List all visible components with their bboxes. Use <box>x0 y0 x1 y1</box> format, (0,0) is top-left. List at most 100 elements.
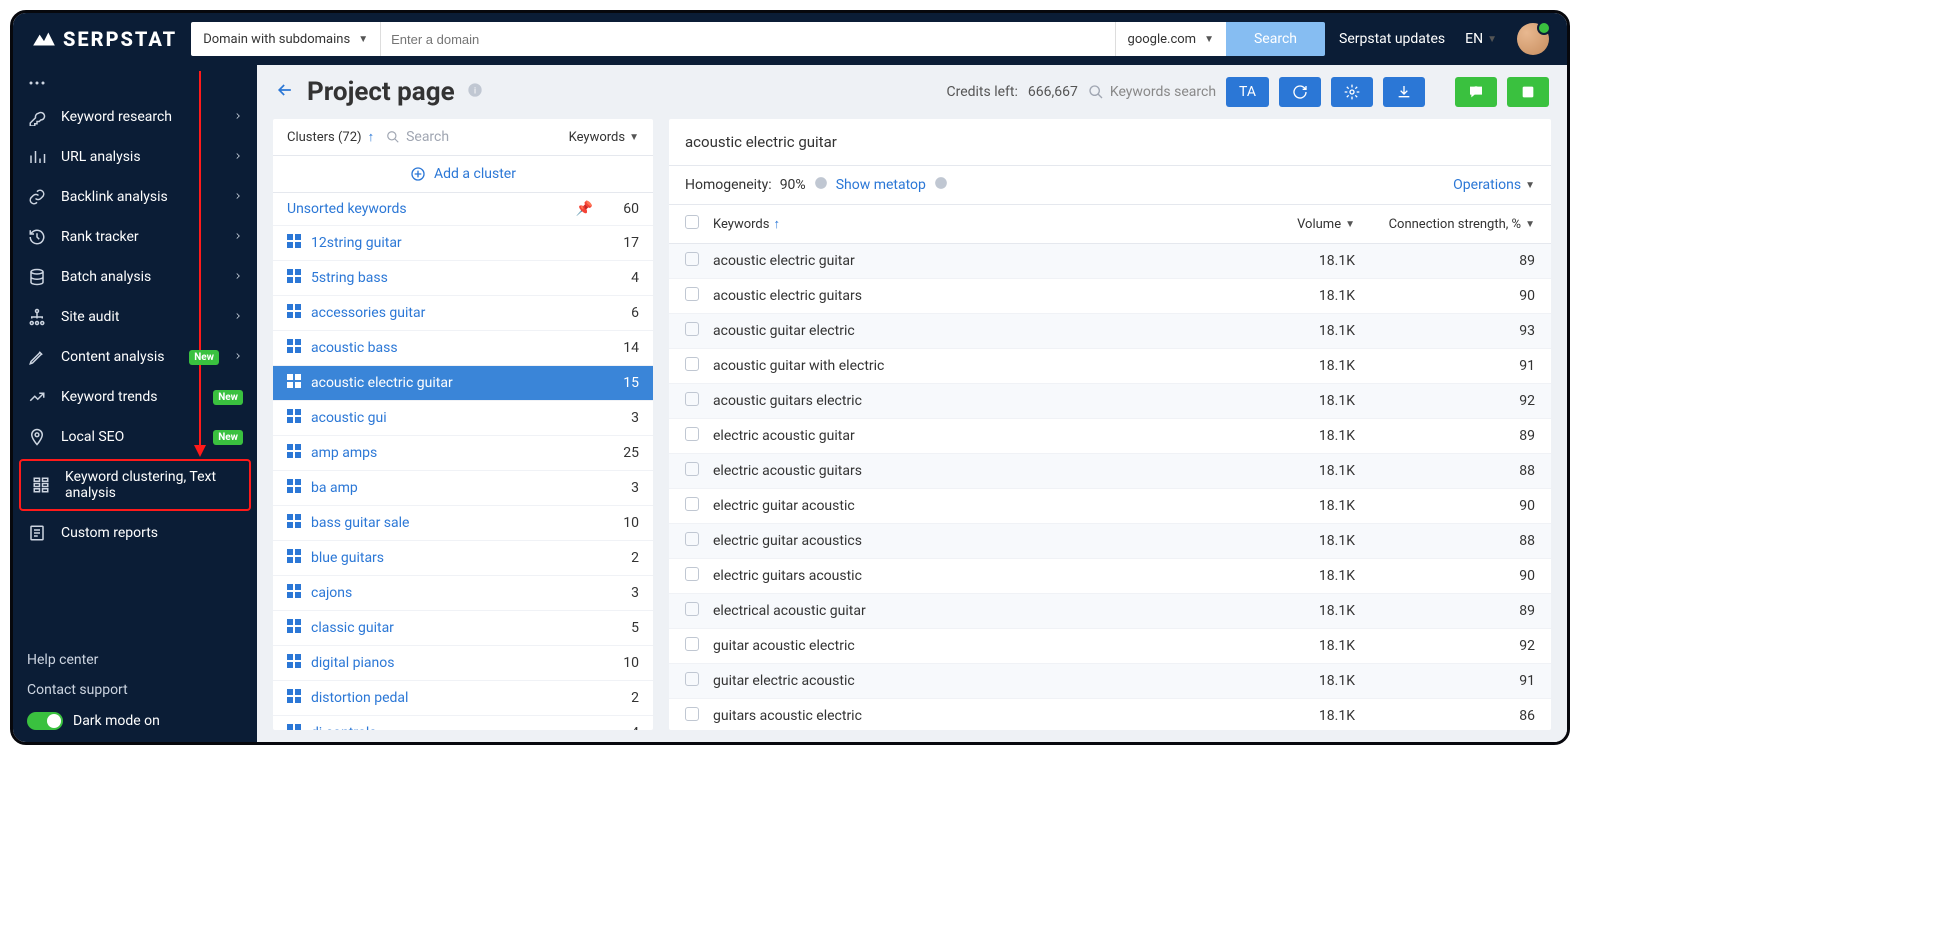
keyword-row[interactable]: electric guitars acoustic18.1K90 <box>669 559 1551 594</box>
operations-dropdown[interactable]: Operations ▼ <box>1453 177 1535 193</box>
keyword-row[interactable]: electric acoustic guitars18.1K88 <box>669 454 1551 489</box>
row-checkbox[interactable] <box>685 322 699 336</box>
keyword-row[interactable]: electric guitar acoustic18.1K90 <box>669 489 1551 524</box>
contact-support-link[interactable]: Contact support <box>27 682 243 698</box>
cluster-count: 15 <box>613 375 639 391</box>
dark-mode-toggle[interactable]: Dark mode on <box>27 712 243 730</box>
cluster-row[interactable]: blue guitars2 <box>273 541 653 576</box>
row-checkbox[interactable] <box>685 637 699 651</box>
cluster-row[interactable]: accessories guitar6 <box>273 296 653 331</box>
keyword-row[interactable]: electric acoustic guitar18.1K89 <box>669 419 1551 454</box>
sidebar-item-keyword-clustering-text-analysis[interactable]: Keyword clustering, Text analysis <box>19 459 251 511</box>
cluster-row[interactable]: distortion pedal2 <box>273 681 653 716</box>
sidebar-item-url-analysis[interactable]: URL analysis <box>13 137 257 177</box>
cluster-row-unsorted[interactable]: Unsorted keywords📌60 <box>273 193 653 226</box>
sidebar-item-keyword-research[interactable]: Keyword research <box>13 97 257 137</box>
updates-link[interactable]: Serpstat updates <box>1339 31 1445 47</box>
row-checkbox[interactable] <box>685 497 699 511</box>
clusters-search[interactable]: Search <box>386 129 557 145</box>
row-checkbox[interactable] <box>685 252 699 266</box>
keyword-row[interactable]: acoustic electric guitars18.1K90 <box>669 279 1551 314</box>
row-checkbox[interactable] <box>685 532 699 546</box>
search-engine-select[interactable]: google.com ▼ <box>1115 22 1226 56</box>
row-checkbox[interactable] <box>685 707 699 721</box>
sidebar-item-custom-reports[interactable]: Custom reports <box>13 513 257 553</box>
keyword-row[interactable]: guitar acoustic electric18.1K92 <box>669 629 1551 664</box>
sidebar-item-local-seo[interactable]: Local SEO New <box>13 417 257 457</box>
logo[interactable]: SERPSTAT <box>31 26 177 52</box>
cluster-row[interactable]: acoustic bass14 <box>273 331 653 366</box>
keyword-row[interactable]: electric guitar acoustics18.1K88 <box>669 524 1551 559</box>
sidebar-item-label: Backlink analysis <box>61 189 219 205</box>
cluster-row[interactable]: acoustic gui3 <box>273 401 653 436</box>
cluster-row[interactable]: ba amp3 <box>273 471 653 506</box>
search-button[interactable]: Search <box>1226 22 1325 56</box>
domain-input[interactable] <box>381 22 1114 56</box>
chevron-right-icon <box>233 309 243 325</box>
keyword-row[interactable]: acoustic guitars electric18.1K92 <box>669 384 1551 419</box>
info-icon[interactable]: i <box>467 82 483 102</box>
sidebar-item-label: Local SEO <box>61 429 199 445</box>
sidebar-item-content-analysis[interactable]: Content analysis New <box>13 337 257 377</box>
cluster-row[interactable]: classic guitar5 <box>273 611 653 646</box>
cluster-row[interactable]: 12string guitar17 <box>273 226 653 261</box>
clusters-kw-col[interactable]: Keywords ▼ <box>569 130 639 145</box>
keyword-row[interactable]: guitars acoustic electric18.1K86 <box>669 699 1551 730</box>
info-icon[interactable] <box>934 176 948 194</box>
row-checkbox[interactable] <box>685 672 699 686</box>
info-icon[interactable] <box>814 176 828 194</box>
keywords-search[interactable]: Keywords search <box>1088 84 1216 100</box>
ta-button[interactable]: TA <box>1226 77 1269 107</box>
help-button[interactable]: ? <box>1507 77 1549 107</box>
keyword-connection: 89 <box>1355 253 1535 269</box>
sidebar-item-keyword-trends[interactable]: Keyword trends New <box>13 377 257 417</box>
row-checkbox[interactable] <box>685 287 699 301</box>
feedback-button[interactable]: ! <box>1455 77 1497 107</box>
sidebar-item-backlink-analysis[interactable]: Backlink analysis <box>13 177 257 217</box>
col-connection[interactable]: Connection strength, %▼ <box>1355 217 1535 232</box>
sidebar-item-batch-analysis[interactable]: Batch analysis <box>13 257 257 297</box>
row-checkbox[interactable] <box>685 357 699 371</box>
keyword-text: electric guitars acoustic <box>713 568 1235 584</box>
cluster-name: accessories guitar <box>311 305 603 321</box>
grid-icon <box>287 619 301 637</box>
sidebar-item-site-audit[interactable]: Site audit <box>13 297 257 337</box>
cluster-row[interactable]: digital pianos10 <box>273 646 653 681</box>
show-metatop-link[interactable]: Show metatop <box>836 177 926 193</box>
avatar[interactable] <box>1517 23 1549 55</box>
clusters-title[interactable]: Clusters (72) ↑ <box>287 129 374 145</box>
grid-icon <box>287 339 301 357</box>
sidebar-item-rank-tracker[interactable]: Rank tracker <box>13 217 257 257</box>
keyword-row[interactable]: acoustic electric guitar18.1K89 <box>669 244 1551 279</box>
back-arrow-icon[interactable] <box>275 80 295 104</box>
cluster-row[interactable]: acoustic electric guitar15 <box>273 366 653 401</box>
grid-icon <box>287 374 301 392</box>
row-checkbox[interactable] <box>685 462 699 476</box>
select-all-checkbox[interactable] <box>685 215 699 229</box>
row-checkbox[interactable] <box>685 567 699 581</box>
language-select[interactable]: EN ▼ <box>1465 31 1497 47</box>
domain-scope-select[interactable]: Domain with subdomains ▼ <box>191 22 381 56</box>
chevron-right-icon <box>233 149 243 165</box>
export-button[interactable] <box>1383 77 1425 107</box>
keyword-row[interactable]: acoustic guitar electric18.1K93 <box>669 314 1551 349</box>
ellipsis-row[interactable] <box>13 69 257 97</box>
cluster-row[interactable]: dj controls4 <box>273 716 653 730</box>
keyword-row[interactable]: guitar electric acoustic18.1K91 <box>669 664 1551 699</box>
row-checkbox[interactable] <box>685 427 699 441</box>
cluster-row[interactable]: 5string bass4 <box>273 261 653 296</box>
row-checkbox[interactable] <box>685 602 699 616</box>
grid-icon <box>287 549 301 567</box>
col-volume[interactable]: Volume▼ <box>1235 217 1355 232</box>
help-center-link[interactable]: Help center <box>27 652 243 668</box>
add-cluster-button[interactable]: Add a cluster <box>273 156 653 193</box>
keyword-row[interactable]: electrical acoustic guitar18.1K89 <box>669 594 1551 629</box>
cluster-row[interactable]: bass guitar sale10 <box>273 506 653 541</box>
settings-button[interactable] <box>1331 77 1373 107</box>
col-keywords[interactable]: Keywords↑ <box>713 216 1235 232</box>
cluster-row[interactable]: cajons3 <box>273 576 653 611</box>
row-checkbox[interactable] <box>685 392 699 406</box>
refresh-button[interactable] <box>1279 77 1321 107</box>
cluster-row[interactable]: amp amps25 <box>273 436 653 471</box>
keyword-row[interactable]: acoustic guitar with electric18.1K91 <box>669 349 1551 384</box>
